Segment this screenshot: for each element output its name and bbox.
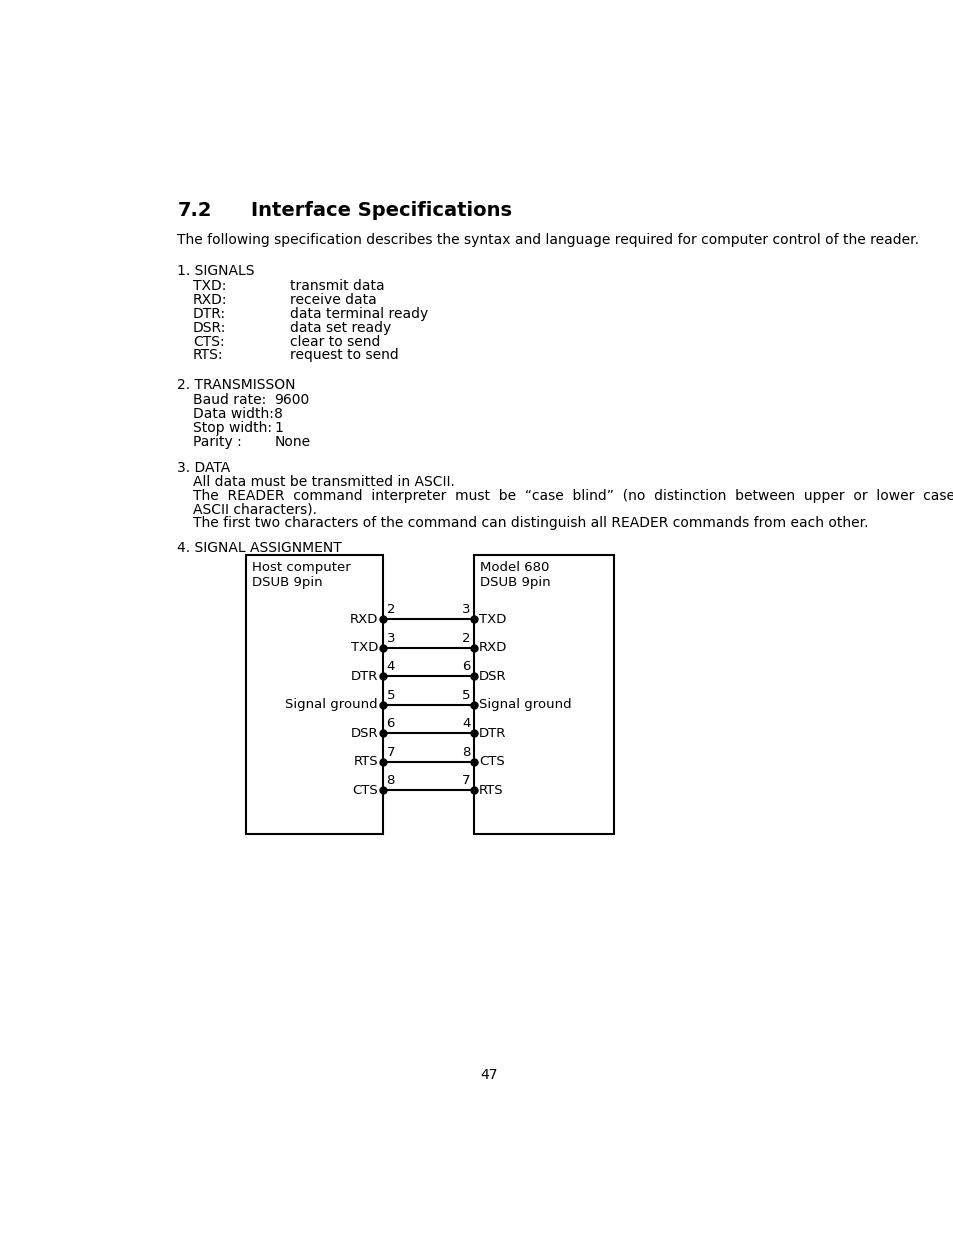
Text: 1: 1: [274, 421, 283, 435]
Text: 8: 8: [461, 746, 470, 758]
Text: The following specification describes the syntax and language required for compu: The following specification describes th…: [177, 233, 919, 247]
Text: 6: 6: [461, 661, 470, 673]
Text: 7.2: 7.2: [177, 200, 212, 220]
Text: DSR: DSR: [478, 669, 506, 683]
Text: RXD: RXD: [350, 613, 377, 626]
Bar: [474, 555, 613, 834]
Text: 7: 7: [386, 746, 395, 758]
Text: Data width:: Data width:: [193, 406, 274, 421]
Text: Stop width:: Stop width:: [193, 421, 272, 435]
Text: 4: 4: [386, 661, 395, 673]
Text: 5: 5: [461, 689, 470, 701]
Text: data set ready: data set ready: [290, 321, 391, 335]
Text: DSR:: DSR:: [193, 321, 226, 335]
Text: ASCII characters).: ASCII characters).: [193, 503, 316, 516]
Text: 3. DATA: 3. DATA: [177, 461, 231, 474]
Text: DTR:: DTR:: [193, 306, 226, 321]
Text: request to send: request to send: [290, 348, 398, 362]
Text: 9600: 9600: [274, 393, 309, 408]
Text: Signal ground: Signal ground: [285, 699, 377, 711]
Text: The  READER  command  interpreter  must  be  “case  blind”  (no  distinction  be: The READER command interpreter must be “…: [193, 489, 953, 503]
Text: The first two characters of the command can distinguish all READER commands from: The first two characters of the command …: [193, 516, 867, 530]
Text: 4: 4: [461, 718, 470, 730]
Text: Model 680
DSUB 9pin: Model 680 DSUB 9pin: [480, 561, 551, 589]
Text: CTS: CTS: [478, 756, 504, 768]
Text: 8: 8: [386, 774, 395, 787]
Text: None: None: [274, 435, 310, 448]
Text: TXD: TXD: [478, 613, 506, 626]
Text: RXD: RXD: [478, 641, 507, 655]
Text: CTS: CTS: [352, 784, 377, 797]
Text: 1. SIGNALS: 1. SIGNALS: [177, 264, 254, 278]
Text: CTS:: CTS:: [193, 335, 224, 348]
Text: DSR: DSR: [350, 727, 377, 740]
Text: TXD: TXD: [351, 641, 377, 655]
Text: Host computer
DSUB 9pin: Host computer DSUB 9pin: [252, 561, 350, 589]
Text: 2: 2: [386, 604, 395, 616]
Text: 2. TRANSMISSON: 2. TRANSMISSON: [177, 378, 295, 391]
Bar: [245, 555, 382, 834]
Text: 5: 5: [386, 689, 395, 701]
Text: Interface Specifications: Interface Specifications: [251, 200, 512, 220]
Text: data terminal ready: data terminal ready: [290, 306, 428, 321]
Text: 3: 3: [386, 632, 395, 645]
Text: clear to send: clear to send: [290, 335, 379, 348]
Text: receive data: receive data: [290, 293, 376, 308]
Text: 7: 7: [461, 774, 470, 787]
Text: 4. SIGNAL ASSIGNMENT: 4. SIGNAL ASSIGNMENT: [177, 541, 342, 555]
Text: 47: 47: [479, 1068, 497, 1082]
Text: 3: 3: [461, 604, 470, 616]
Text: 6: 6: [386, 718, 395, 730]
Text: DTR: DTR: [478, 727, 506, 740]
Text: TXD:: TXD:: [193, 279, 226, 293]
Text: transmit data: transmit data: [290, 279, 384, 293]
Text: RTS: RTS: [478, 784, 503, 797]
Text: DTR: DTR: [351, 669, 377, 683]
Text: RTS:: RTS:: [193, 348, 223, 362]
Text: Parity :: Parity :: [193, 435, 241, 448]
Text: 2: 2: [461, 632, 470, 645]
Text: Baud rate:: Baud rate:: [193, 393, 266, 408]
Text: Signal ground: Signal ground: [478, 699, 571, 711]
Text: 8: 8: [274, 406, 283, 421]
Text: RXD:: RXD:: [193, 293, 227, 308]
Text: RTS: RTS: [354, 756, 377, 768]
Text: All data must be transmitted in ASCII.: All data must be transmitted in ASCII.: [193, 474, 455, 489]
